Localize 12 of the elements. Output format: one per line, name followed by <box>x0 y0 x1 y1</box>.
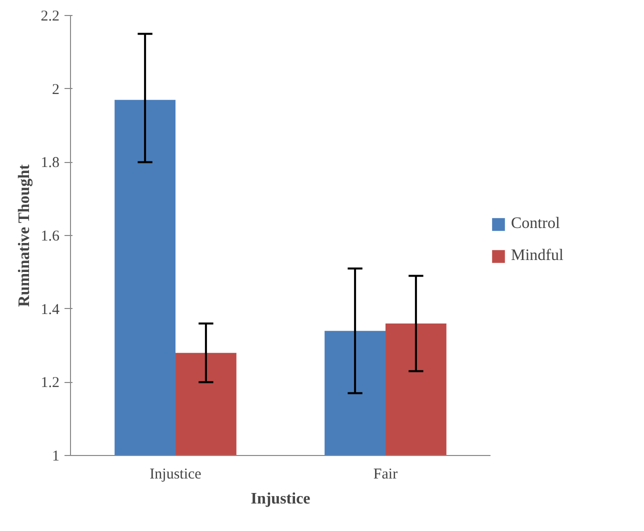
y-tick-label: 1.6 <box>40 228 60 244</box>
y-tick-label: 1.2 <box>40 375 60 392</box>
legend-label: Control <box>511 215 560 233</box>
x-tick-label: Fair <box>373 466 398 482</box>
y-tick-label: 2.2 <box>40 8 60 24</box>
x-axis-title: Injustice <box>250 490 310 508</box>
y-tick-label: 1 <box>52 448 60 464</box>
y-tick-label: 1.4 <box>40 302 60 318</box>
y-axis-title: Ruminative Thought <box>16 164 33 307</box>
legend-label: Mindful <box>511 247 564 265</box>
y-tick-label: 1.8 <box>40 155 60 172</box>
y-tick-label: 2 <box>52 82 60 98</box>
